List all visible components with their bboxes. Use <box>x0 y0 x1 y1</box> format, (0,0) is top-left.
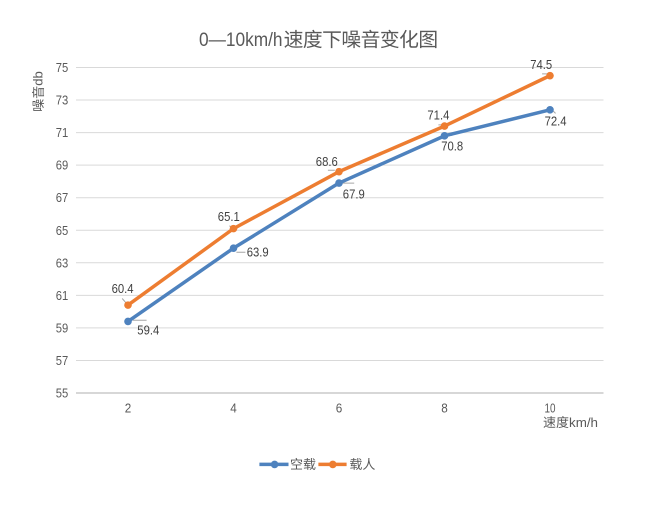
svg-text:0—10km/h: 0—10km/h <box>199 29 283 51</box>
svg-text:73: 73 <box>56 94 69 108</box>
svg-text:61: 61 <box>56 289 69 303</box>
svg-text:65: 65 <box>56 224 69 238</box>
svg-text:55: 55 <box>56 387 69 401</box>
svg-text:db: db <box>31 71 46 85</box>
svg-text:59.4: 59.4 <box>137 323 159 337</box>
svg-text:67: 67 <box>56 191 69 205</box>
svg-text:74.5: 74.5 <box>530 58 552 72</box>
svg-text:59: 59 <box>56 321 69 335</box>
svg-text:72.4: 72.4 <box>545 114 567 128</box>
svg-text:67.9: 67.9 <box>343 187 365 201</box>
svg-text:60.4: 60.4 <box>112 282 134 296</box>
svg-text:57: 57 <box>56 354 69 368</box>
svg-text:8: 8 <box>441 402 448 416</box>
svg-text:6: 6 <box>336 402 343 416</box>
svg-text:68.6: 68.6 <box>316 155 338 169</box>
svg-text:70.8: 70.8 <box>441 140 463 154</box>
svg-text:63.9: 63.9 <box>247 246 269 260</box>
svg-text:65.1: 65.1 <box>218 210 240 224</box>
svg-text:71.4: 71.4 <box>427 109 449 123</box>
svg-text:km/h: km/h <box>569 415 598 430</box>
svg-text:71: 71 <box>56 126 69 140</box>
svg-text:75: 75 <box>56 61 69 75</box>
svg-text:4: 4 <box>230 402 237 416</box>
svg-text:10: 10 <box>545 402 556 416</box>
svg-text:2: 2 <box>125 402 132 416</box>
svg-text:69: 69 <box>56 159 69 173</box>
svg-text:63: 63 <box>56 256 69 270</box>
